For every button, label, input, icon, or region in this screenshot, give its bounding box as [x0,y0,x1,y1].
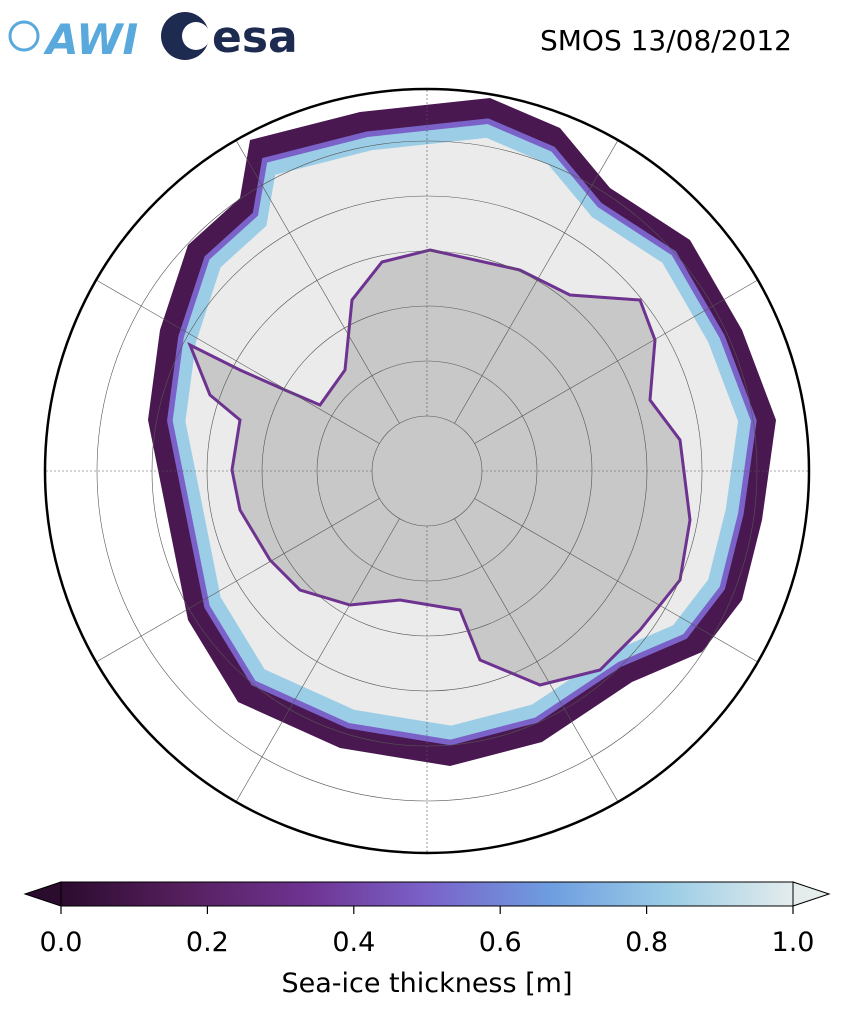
colorbar-tick-label: 0.8 [625,927,668,958]
colorbar-tick-label: 0.2 [186,927,229,958]
meridian [96,279,380,444]
colorbar-extend-high [792,881,831,907]
colorbar-tick-label: 0.4 [332,927,375,958]
colorbar-tick-label: 0.0 [40,927,83,958]
colorbar-gradient [60,881,794,907]
colorbar: 0.0 0.2 0.4 0.6 0.8 1.0 Sea-ice thickness [m] [23,881,831,999]
meridian [454,518,619,802]
map-frame [43,87,811,855]
meridian [235,140,400,424]
colorbar-tick-label: 1.0 [772,927,815,958]
meridian [235,518,400,802]
graticule [45,89,809,853]
logo-text: AWI [43,15,138,64]
meridian [96,498,380,663]
meridian [454,140,619,424]
esa-logo: esa [161,12,298,63]
meridian [474,498,758,663]
colorbar-tick-label: 0.6 [479,927,522,958]
meridian [474,279,758,444]
colorbar-extend-low [23,881,62,907]
title: SMOS 13/08/2012 [540,24,792,57]
awi-logo: AWI [8,15,138,64]
latitude-circle [316,360,538,582]
latitude-circle [96,140,758,802]
logo-text: esa [212,12,298,63]
map [45,89,809,853]
colorbar-label: Sea-ice thickness [m] [281,968,572,999]
